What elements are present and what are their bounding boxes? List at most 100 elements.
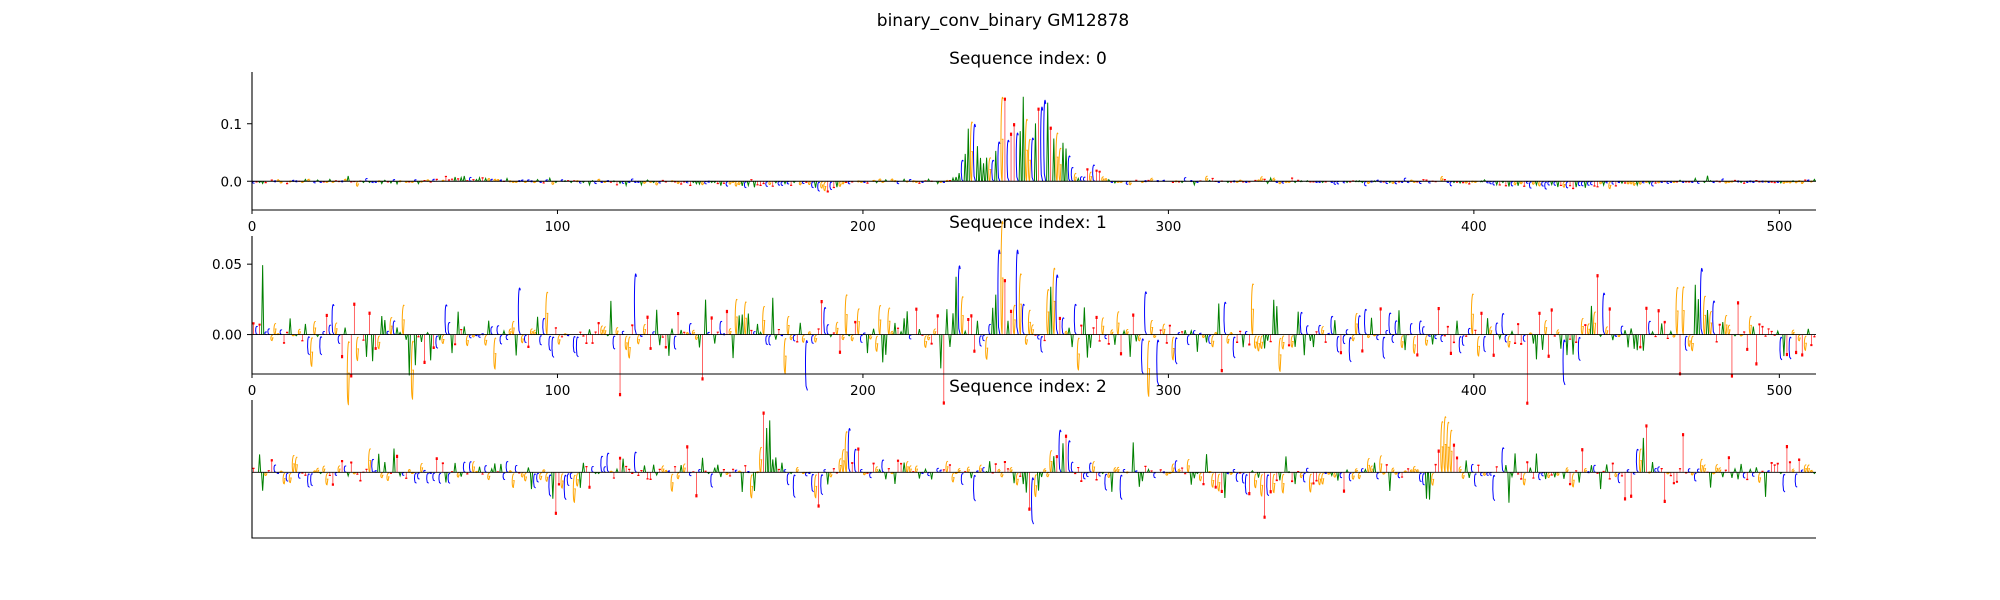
logo-letter-A: [1021, 472, 1025, 485]
logo-letter-G: [1544, 320, 1548, 336]
logo-letter-C: [334, 472, 338, 476]
logo-letter-T: [762, 181, 765, 185]
logo-marks: [252, 96, 1816, 193]
logo-letter-T: [270, 179, 273, 182]
logo-letter-C: [1125, 181, 1129, 185]
logo-letter-C: [957, 265, 961, 335]
logo-letter-T: [899, 462, 903, 473]
logo-letter-T: [759, 181, 762, 186]
logo-letter-A: [514, 334, 518, 356]
logo-letter-A: [1602, 181, 1606, 188]
logo-letter-T: [750, 329, 753, 335]
logo-letter-C: [1419, 320, 1422, 335]
logo-letter-G: [869, 334, 873, 340]
logo-letter-A: [484, 177, 488, 182]
logo-letter-T: [1416, 334, 1419, 357]
logo-letter-T: [851, 462, 854, 473]
logo-letter-T: [331, 472, 334, 486]
logo-letter-G: [908, 465, 912, 473]
logo-letter-C: [331, 304, 335, 335]
logo-letter-T: [1379, 307, 1382, 335]
logo-letter-A: [642, 465, 647, 473]
logo-letter-G: [380, 472, 384, 479]
logo-letter-G: [355, 181, 360, 187]
logo-letter-C: [1385, 181, 1388, 185]
panel-seq-2: Sequence index: 2: [251, 377, 1816, 539]
logo-letter-T: [1003, 460, 1007, 473]
logo-letter-A: [963, 153, 967, 182]
logo-letter-G: [603, 326, 607, 336]
logo-letter-G: [814, 474, 818, 499]
logo-letter-G: [1018, 273, 1022, 336]
logo-letter-T: [1654, 334, 1657, 338]
logo-letter-G: [355, 336, 359, 362]
logo-letter-C: [1422, 326, 1425, 336]
logo-letter-A: [765, 428, 769, 473]
logo-letter-G: [924, 335, 928, 348]
logo-letter-C: [600, 455, 604, 473]
logo-letter-C: [927, 472, 930, 477]
logo-letter-T: [328, 472, 331, 477]
logo-letter-C: [860, 334, 863, 344]
logo-letter-A: [1550, 181, 1554, 187]
logo-letter-G: [1538, 181, 1542, 187]
logo-letter-A: [1113, 180, 1117, 184]
logo-marks: [252, 221, 1816, 406]
logo-letter-A: [609, 300, 613, 335]
logo-letter-C: [743, 181, 747, 189]
logo-letter-C: [343, 465, 347, 473]
logo-letter-G: [523, 472, 528, 482]
logo-letter-C: [1492, 181, 1495, 186]
logo-letter-A: [1049, 286, 1053, 335]
logo-letter-A: [1754, 467, 1758, 473]
logo-letter-G: [1012, 305, 1016, 336]
logo-letter-G: [1046, 472, 1050, 478]
logo-letter-G: [1253, 473, 1258, 489]
logo-letter-T: [725, 309, 729, 335]
logo-letter-T: [1055, 455, 1058, 473]
logo-letter-G: [1565, 467, 1569, 473]
logo-letter-A: [1085, 334, 1089, 358]
logo-letter-G: [572, 475, 576, 503]
logo-letter-T: [1474, 329, 1477, 335]
logo-letter-C: [1021, 303, 1025, 335]
logo-letter-A: [1266, 334, 1270, 341]
logo-letter-A: [490, 467, 494, 473]
logo-letter-G: [1290, 335, 1294, 348]
logo-letter-T: [417, 334, 420, 338]
logo-letter-T: [1165, 334, 1168, 344]
logo-letter-G: [1058, 148, 1062, 182]
logo-letter-C: [1525, 180, 1529, 184]
logo-letter-T: [1785, 445, 1789, 473]
logo-letter-G: [1092, 461, 1096, 473]
logo-letter-G: [838, 458, 842, 473]
logo-letter-A: [746, 181, 750, 188]
logo-letter-T: [1095, 472, 1098, 481]
logo-letter-G: [759, 447, 763, 473]
logo-letter-A: [1195, 334, 1199, 352]
logo-letter-A: [444, 472, 448, 483]
logo-letter-C: [328, 324, 332, 335]
logo-letter-T: [817, 328, 820, 335]
logo-letter-C: [1501, 313, 1505, 335]
logo-letter-T: [640, 469, 643, 473]
logo-letter-C: [908, 334, 912, 340]
logo-letter-C: [988, 323, 992, 335]
axis-frame: [251, 236, 1816, 375]
logo-letter-A: [1751, 326, 1755, 335]
logo-letter-T: [1132, 313, 1135, 335]
logo-letter-C: [490, 326, 494, 336]
logo-letter-G: [1489, 326, 1493, 336]
logo-letter-A: [1455, 320, 1459, 335]
logo-letter-C: [548, 474, 552, 497]
logo-letter-A: [945, 309, 949, 335]
logo-letter-C: [1547, 181, 1550, 186]
logo-letter-G: [725, 472, 730, 475]
logo-letter-C: [1104, 473, 1108, 491]
logo-letter-G: [1522, 473, 1526, 486]
logo-letter-T: [731, 468, 735, 473]
logo-letter-G: [1153, 334, 1157, 339]
logo-letter-G: [1024, 118, 1028, 182]
logo-letter-A: [1605, 464, 1609, 473]
x-axis: 0 100 200 300 400 500: [248, 374, 1792, 399]
